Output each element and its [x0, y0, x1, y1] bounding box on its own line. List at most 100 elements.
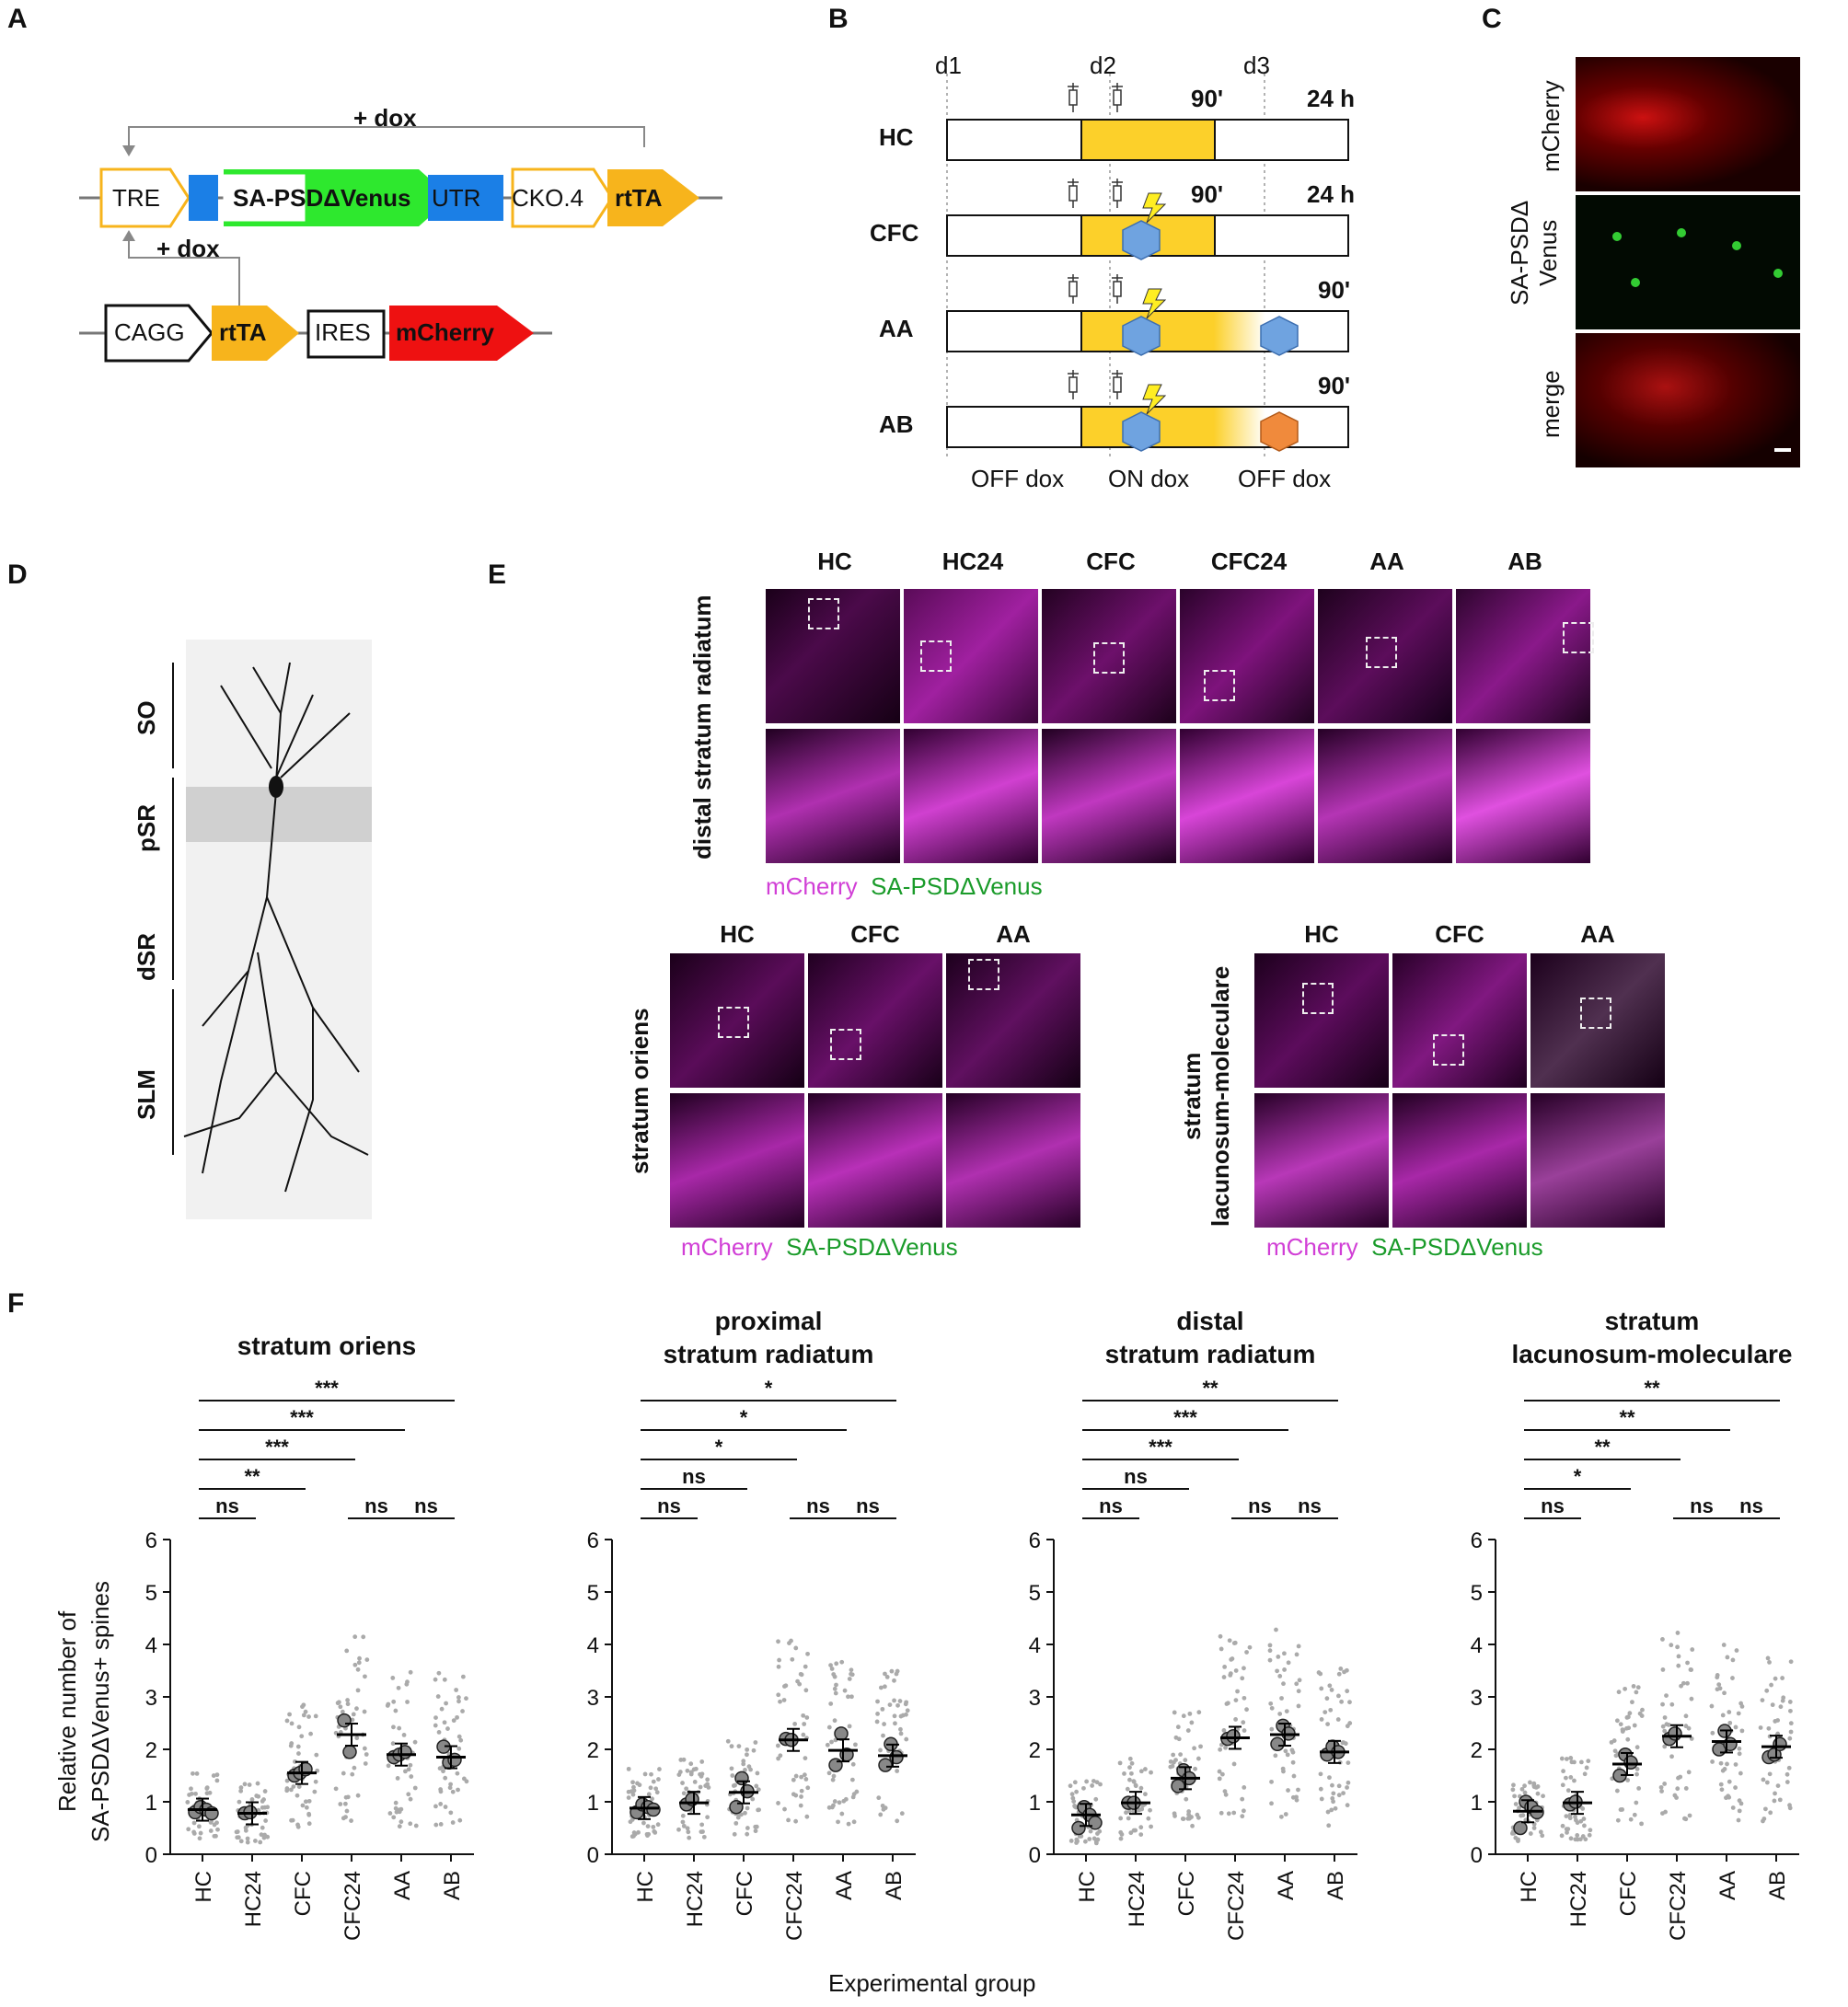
cell-point — [1528, 1780, 1532, 1785]
cell-point — [729, 1766, 734, 1771]
scale-bar-c — [1774, 448, 1791, 452]
cell-point — [636, 1829, 641, 1835]
cell-point — [1588, 1828, 1593, 1833]
cell-point — [342, 1801, 348, 1806]
cell-point — [1071, 1799, 1077, 1804]
cell-point — [189, 1786, 193, 1792]
cell-point — [897, 1699, 903, 1703]
cell-point — [1727, 1779, 1732, 1784]
cell-point — [1168, 1759, 1173, 1764]
cell-point — [249, 1797, 255, 1802]
cell-point — [686, 1829, 691, 1835]
cell-point — [1343, 1741, 1348, 1747]
cell-point — [793, 1645, 799, 1651]
cell-point — [435, 1694, 441, 1699]
cell-point — [1587, 1832, 1592, 1838]
cell-point — [1319, 1686, 1324, 1691]
cell-point — [799, 1774, 804, 1780]
chart-title-2: proximal — [715, 1307, 823, 1335]
cell-point — [1758, 1725, 1763, 1730]
cell-point — [1148, 1807, 1152, 1813]
duration-cfc: 90' — [1191, 180, 1224, 208]
cell-point — [390, 1741, 396, 1747]
cell-point — [895, 1769, 900, 1773]
cell-point — [1716, 1682, 1722, 1688]
cell-point — [626, 1789, 631, 1794]
cell-point — [1717, 1686, 1723, 1691]
cell-point — [1296, 1787, 1300, 1793]
cell-point — [345, 1701, 351, 1707]
cell-point — [646, 1792, 652, 1797]
cell-point — [291, 1784, 296, 1789]
cell-point — [656, 1777, 661, 1782]
y-tick-label-3: 0 — [1029, 1843, 1041, 1868]
cell-point — [705, 1782, 710, 1787]
cell-point — [447, 1785, 453, 1791]
cell-point — [701, 1834, 707, 1840]
duration-ab: 90' — [1318, 372, 1351, 399]
significance-label: * — [765, 1377, 773, 1400]
cell-point — [801, 1713, 806, 1718]
cell-point — [631, 1830, 637, 1835]
y-tick-label-2: 1 — [587, 1791, 599, 1816]
significance-label: ns — [1541, 1494, 1565, 1517]
cell-point — [234, 1829, 239, 1835]
cell-point — [395, 1776, 400, 1781]
cell-point — [1133, 1828, 1138, 1833]
cell-point — [1628, 1817, 1634, 1822]
cell-point — [654, 1790, 660, 1795]
cell-point — [650, 1796, 654, 1802]
cell-point — [789, 1638, 793, 1644]
cell-point — [1281, 1681, 1286, 1687]
cell-point — [834, 1682, 838, 1688]
cell-point — [893, 1721, 897, 1726]
cell-point — [455, 1771, 460, 1776]
cell-point — [898, 1726, 903, 1732]
cell-point — [1787, 1805, 1793, 1811]
cell-point — [412, 1785, 418, 1791]
cell-point — [290, 1817, 295, 1823]
cell-point — [1196, 1710, 1202, 1715]
cell-point — [1760, 1698, 1765, 1703]
cell-point — [1568, 1756, 1574, 1760]
cell-point — [1269, 1779, 1274, 1784]
cell-point — [1733, 1785, 1738, 1790]
region-distal-sr: distal stratum radiatum — [688, 594, 716, 859]
cell-point — [841, 1798, 847, 1804]
cell-point — [880, 1706, 885, 1712]
cell-point — [895, 1818, 900, 1824]
animal-mean-point — [1513, 1820, 1528, 1836]
cell-point — [791, 1777, 796, 1782]
cell-point — [1129, 1760, 1135, 1766]
cell-point — [801, 1732, 806, 1737]
cell-point — [776, 1801, 780, 1805]
cell-point — [1777, 1797, 1783, 1803]
cell-point — [1336, 1793, 1342, 1798]
cell-point — [1725, 1761, 1729, 1767]
cell-point — [265, 1805, 271, 1810]
cell-point — [1720, 1768, 1726, 1773]
cell-point — [705, 1815, 710, 1820]
cell-point — [692, 1779, 698, 1784]
layer-dsr: dSR — [133, 933, 160, 981]
cell-point — [839, 1811, 845, 1817]
cell-point — [1541, 1794, 1545, 1799]
cell-point — [1269, 1705, 1275, 1711]
cell-point — [1189, 1815, 1194, 1819]
cell-point — [1572, 1778, 1577, 1783]
cell-point — [1276, 1655, 1281, 1659]
cell-point — [782, 1806, 787, 1812]
significance-label: ns — [1690, 1494, 1714, 1517]
cell-point — [1081, 1785, 1086, 1791]
cell-point — [883, 1684, 887, 1690]
cell-point — [637, 1782, 642, 1788]
cell-point — [1079, 1833, 1084, 1839]
cell-point — [798, 1671, 803, 1677]
cell-point — [255, 1781, 260, 1786]
cell-point — [1338, 1666, 1344, 1671]
significance-label: ** — [244, 1465, 260, 1488]
cell-point — [776, 1664, 781, 1669]
cell-point — [1325, 1809, 1331, 1815]
cell-point — [284, 1778, 290, 1783]
x-tick-label-4: HC — [1517, 1871, 1542, 1903]
